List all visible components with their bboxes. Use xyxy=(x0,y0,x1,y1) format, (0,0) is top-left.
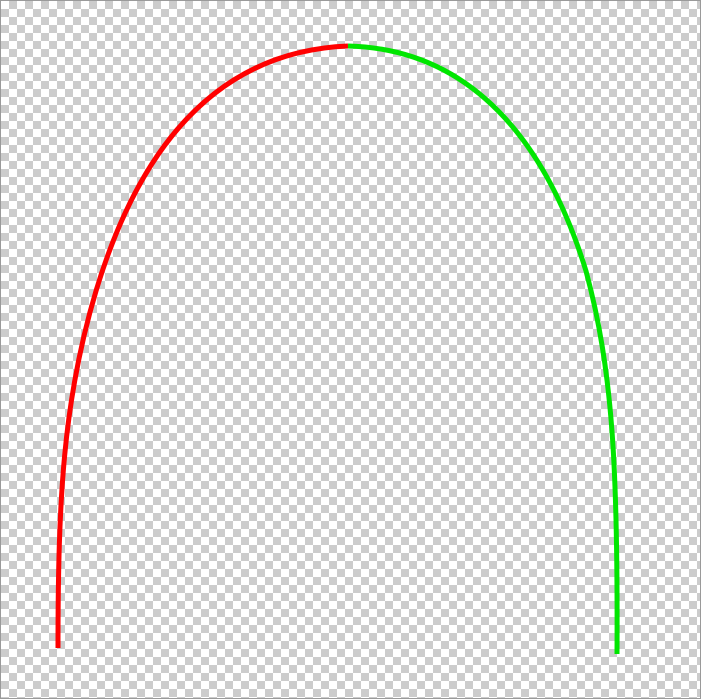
green-right-arc xyxy=(347,43,620,655)
red-left-arc xyxy=(55,43,349,649)
